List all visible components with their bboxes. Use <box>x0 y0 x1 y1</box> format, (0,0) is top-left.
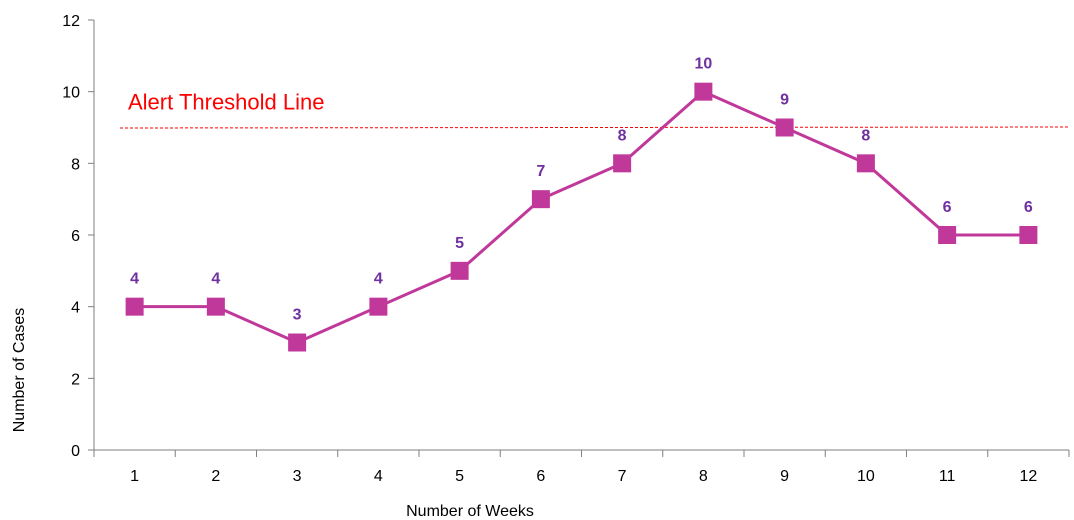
data-label: 4 <box>130 271 139 288</box>
data-label: 3 <box>293 307 302 324</box>
threshold-label: Alert Threshold Line <box>128 90 325 115</box>
data-label: 7 <box>536 163 545 180</box>
x-tick-label: 7 <box>618 468 627 485</box>
y-axis-title: Number of Cases <box>11 308 28 433</box>
data-label: 10 <box>694 56 712 73</box>
data-label: 5 <box>455 235 464 252</box>
data-label: 8 <box>618 127 627 144</box>
data-point-marker <box>1019 226 1038 244</box>
data-point-marker <box>613 154 632 173</box>
x-tick-label: 10 <box>857 468 875 485</box>
threshold: Alert Threshold Line <box>119 90 1070 129</box>
data-point-marker <box>938 226 957 244</box>
data-point-marker <box>694 82 713 101</box>
data-label: 4 <box>211 271 220 288</box>
series-group: 4 4 3 4 5 7 8 10 9 8 6 6 <box>125 56 1038 352</box>
series-line <box>134 90 1029 344</box>
x-tick-label: 6 <box>536 468 545 485</box>
x-tick-label: 3 <box>293 468 302 485</box>
data-label: 6 <box>943 199 952 216</box>
x-tick-label: 1 <box>130 468 139 485</box>
data-point-marker <box>288 333 307 352</box>
y-tick-label: 2 <box>71 371 80 388</box>
x-axis-title: Number of Weeks <box>406 503 534 520</box>
data-label: 6 <box>1024 199 1033 216</box>
data-point-marker <box>125 297 144 316</box>
y-tick-label: 4 <box>71 300 80 317</box>
data-point-marker <box>369 297 388 316</box>
y-tick-label: 6 <box>71 228 80 245</box>
y-tick-label: 12 <box>62 13 80 30</box>
data-label: 9 <box>780 92 789 109</box>
y-tick-label: 10 <box>62 85 80 102</box>
data-label: 8 <box>861 127 870 144</box>
y-tick-label: 8 <box>71 156 80 173</box>
y-tick-label: 0 <box>71 443 80 460</box>
x-axis: 1 2 3 4 5 6 7 8 9 10 11 12 <box>93 449 1070 485</box>
x-tick-label: 8 <box>699 468 708 485</box>
data-point-marker <box>450 261 469 280</box>
data-point-marker <box>206 297 225 316</box>
x-tick-label: 5 <box>455 468 464 485</box>
x-tick-label: 12 <box>1019 468 1037 485</box>
y-axis: 0 2 4 6 8 10 12 <box>62 13 95 460</box>
x-tick-label: 4 <box>374 468 383 485</box>
threshold-line <box>119 126 1070 129</box>
x-tick-label: 11 <box>939 468 956 485</box>
x-tick-label: 9 <box>780 468 789 485</box>
data-point-marker <box>856 154 875 173</box>
x-tick-label: 2 <box>211 468 220 485</box>
data-point-marker <box>775 118 794 137</box>
data-point-marker <box>531 190 550 209</box>
data-label: 4 <box>374 271 383 288</box>
